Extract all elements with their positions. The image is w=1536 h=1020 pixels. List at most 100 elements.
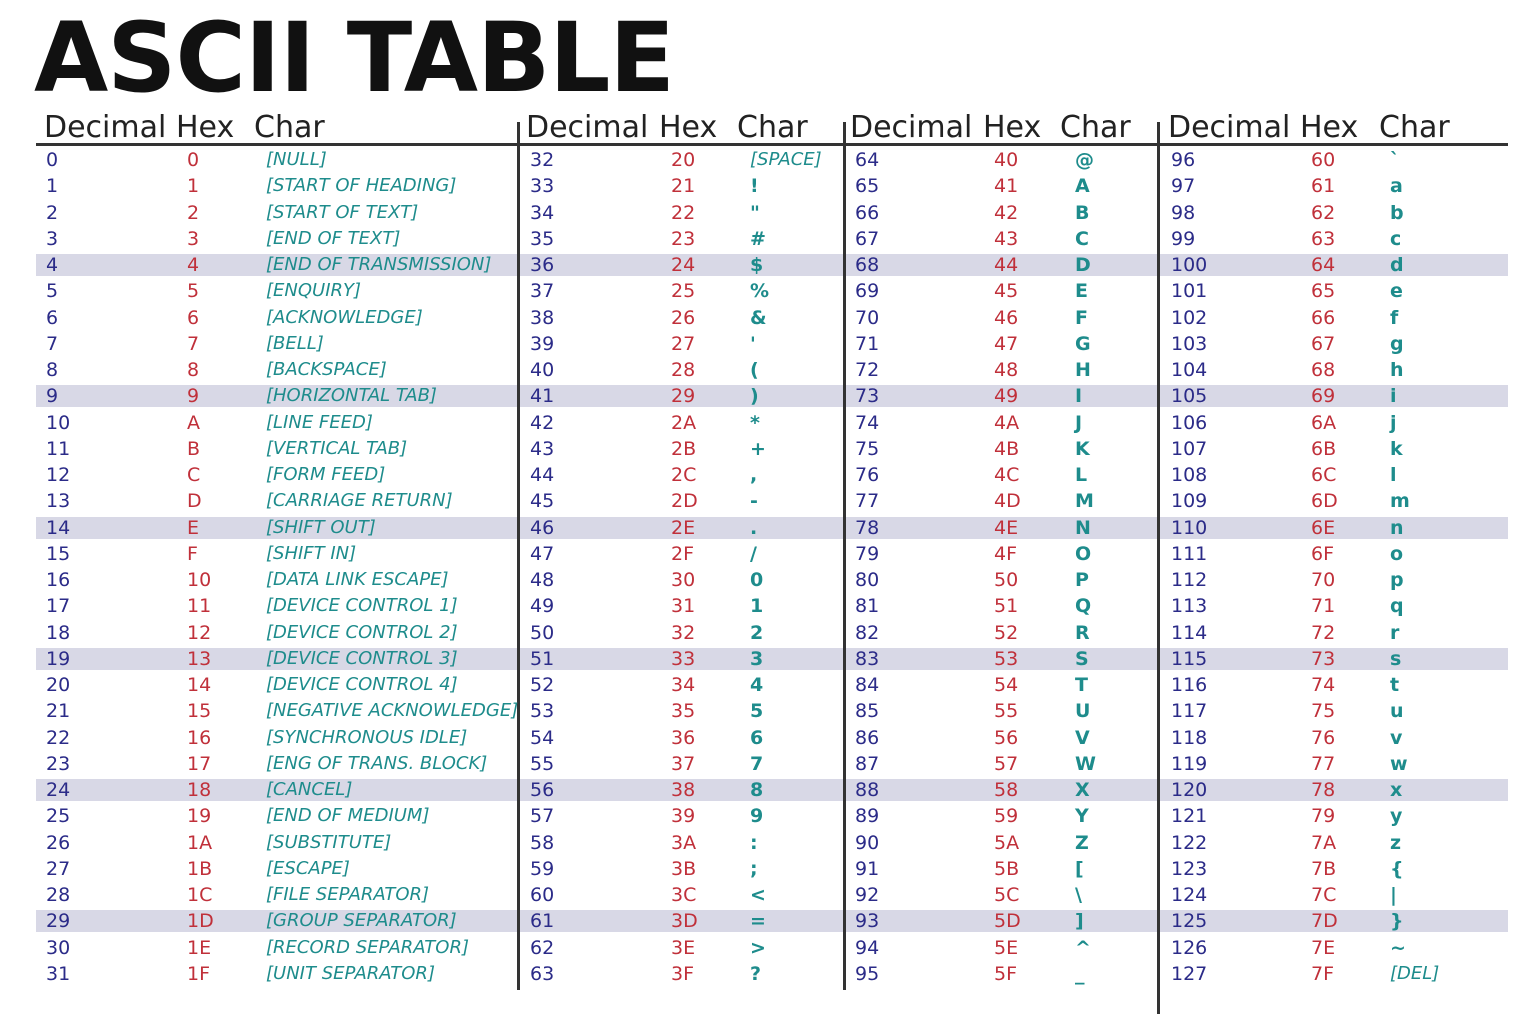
decimal-cell: 24	[46, 779, 71, 801]
char-cell: x	[1390, 779, 1403, 801]
char-cell: [CARRIAGE RETURN]	[266, 490, 453, 512]
hex-cell: 4B	[994, 437, 1020, 460]
decimal-cell: 73	[855, 385, 880, 408]
row-highlight-band	[36, 385, 1508, 408]
row-highlight-band	[36, 910, 1508, 933]
hex-cell: 68	[1311, 359, 1336, 381]
decimal-cell: 71	[855, 332, 880, 355]
char-cell: Q	[1075, 595, 1092, 618]
decimal-cell: 110	[1171, 516, 1208, 539]
decimal-cell: 36	[530, 254, 555, 276]
decimal-cell: 72	[855, 359, 880, 381]
decimal-cell: 26	[46, 831, 71, 854]
decimal-cell: 23	[46, 752, 71, 775]
char-cell: `	[1390, 149, 1400, 171]
decimal-cell: 97	[1171, 175, 1196, 198]
hex-cell: 77	[1311, 752, 1336, 775]
char-cell: f	[1390, 306, 1399, 329]
char-cell: [LINE FEED]	[266, 411, 373, 433]
char-cell: R	[1075, 621, 1090, 644]
decimal-cell: 52	[530, 674, 555, 696]
hex-cell: 54	[994, 674, 1019, 696]
hex-cell: A	[187, 411, 200, 434]
hex-cell: 65	[1311, 280, 1336, 303]
decimal-cell: 123	[1171, 857, 1208, 880]
char-cell: u	[1390, 700, 1404, 723]
hex-cell: 2F	[671, 542, 695, 565]
column-divider	[843, 122, 846, 990]
hex-cell: 46	[994, 306, 1019, 329]
decimal-cell: 22	[46, 726, 71, 749]
hex-cell: 39	[671, 805, 696, 828]
decimal-cell: 19	[46, 647, 71, 670]
char-cell: [BELL]	[266, 332, 324, 354]
decimal-cell: 87	[855, 752, 880, 775]
decimal-cell: 14	[46, 516, 71, 539]
char-cell: [FILE SEPARATOR]	[266, 884, 430, 905]
decimal-cell: 66	[855, 201, 880, 224]
hex-cell: 5D	[994, 910, 1021, 933]
char-cell: d	[1390, 254, 1404, 276]
hex-cell: D	[187, 490, 202, 513]
hex-cell: 6E	[1311, 516, 1336, 539]
decimal-cell: 70	[855, 306, 880, 329]
column-divider	[517, 122, 520, 990]
char-cell: *	[750, 411, 760, 434]
decimal-cell: 61	[530, 910, 555, 933]
hex-cell: 1F	[187, 962, 211, 985]
char-cell: t	[1390, 674, 1400, 696]
decimal-cell: 88	[855, 779, 880, 801]
char-cell: [DEVICE CONTROL 2]	[266, 621, 458, 643]
decimal-cell: 55	[530, 752, 555, 775]
decimal-cell: 18	[46, 621, 71, 644]
char-cell: -	[750, 490, 758, 513]
char-cell: [END OF TRANSMISSION]	[266, 254, 492, 275]
hex-cell: 58	[994, 779, 1019, 801]
char-cell: a	[1390, 175, 1403, 198]
char-cell: [SUBSTITUTE]	[266, 831, 392, 853]
decimal-cell: 25	[46, 805, 71, 828]
decimal-cell: 9	[46, 385, 59, 408]
hex-cell: 48	[994, 359, 1019, 381]
hex-cell: 47	[994, 332, 1019, 355]
decimal-cell: 57	[530, 805, 555, 828]
column-divider	[1157, 122, 1160, 1014]
decimal-cell: 115	[1171, 647, 1208, 670]
decimal-cell: 78	[855, 516, 880, 539]
decimal-cell: 7	[46, 332, 59, 355]
char-cell: P	[1075, 569, 1089, 591]
decimal-cell: 1	[46, 175, 59, 198]
char-cell: J	[1075, 411, 1083, 434]
char-cell: |	[1390, 884, 1397, 906]
decimal-cell: 34	[530, 201, 555, 224]
char-cell: V	[1075, 726, 1090, 749]
decimal-cell: 47	[530, 542, 555, 565]
char-cell: F	[1075, 306, 1088, 329]
decimal-cell: 77	[855, 490, 880, 513]
hex-cell: 1D	[187, 910, 214, 933]
char-cell: q	[1390, 595, 1404, 618]
char-cell: y	[1390, 805, 1403, 828]
hex-cell: 4E	[994, 516, 1019, 539]
row-highlight-band	[36, 779, 1508, 801]
hex-cell: 3E	[671, 936, 696, 959]
hex-cell: 17	[187, 752, 212, 775]
decimal-cell: 75	[855, 437, 880, 460]
hex-cell: 3F	[671, 962, 695, 985]
decimal-cell: 0	[46, 149, 59, 171]
hex-cell: 4F	[994, 542, 1018, 565]
hex-cell: 6F	[1311, 542, 1335, 565]
hex-cell: 2	[187, 201, 200, 224]
char-cell: (	[750, 359, 759, 381]
char-cell: [DEL]	[1390, 962, 1440, 984]
decimal-cell: 30	[46, 936, 71, 959]
hex-cell: 33	[671, 647, 696, 670]
char-cell: [SYNCHRONOUS IDLE]	[266, 726, 468, 748]
hex-cell: 5E	[994, 936, 1019, 959]
hex-cell: 2C	[671, 464, 697, 486]
char-column-header: Char	[254, 110, 325, 145]
decimal-cell: 83	[855, 647, 880, 670]
char-cell: [START OF TEXT]	[266, 201, 419, 223]
hex-cell: 37	[671, 752, 696, 775]
char-cell: 9	[750, 805, 764, 828]
